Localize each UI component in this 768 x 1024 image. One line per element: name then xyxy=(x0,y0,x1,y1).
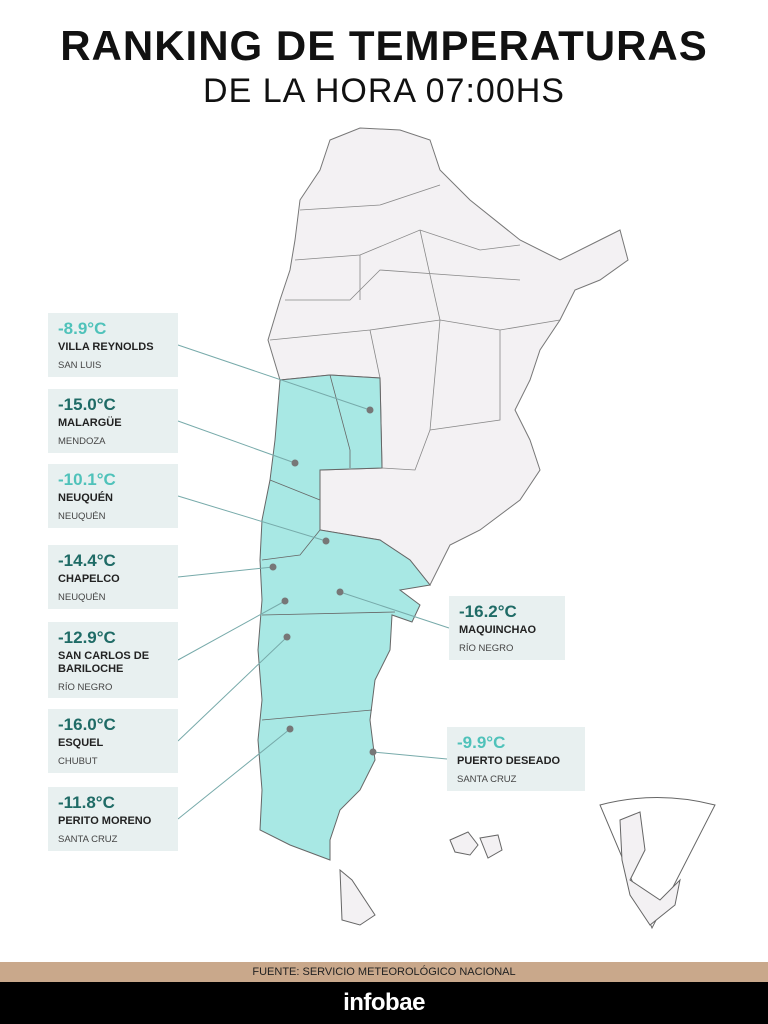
station-name: PERITO MORENO xyxy=(58,815,152,827)
station-dot xyxy=(322,537,330,545)
source: FUENTE: SERVICIO METEOROLÓGICO NACIONAL xyxy=(0,962,768,982)
station-temp: -12.9°C xyxy=(58,628,116,647)
station-dot xyxy=(366,406,374,414)
station-dot xyxy=(336,588,344,596)
station-province: NEUQUÉN xyxy=(58,592,106,603)
malvinas xyxy=(449,831,503,859)
subtitle: DE LA HORA 07:00HS xyxy=(203,72,565,110)
station-dot xyxy=(291,459,299,467)
station-province: SANTA CRUZ xyxy=(58,834,118,845)
brand: infobae xyxy=(0,982,768,1024)
station-dot xyxy=(283,633,291,641)
station-temp: -9.9°C xyxy=(457,733,506,752)
tierra-del-fuego xyxy=(339,868,376,926)
leader-line xyxy=(177,728,291,820)
station-box: -16.2°C MAQUINCHAO RÍO NEGRO xyxy=(449,596,565,660)
station-dot xyxy=(369,748,377,756)
station-temp: -8.9°C xyxy=(58,319,107,338)
station-dot xyxy=(286,725,294,733)
station-temp: -16.2°C xyxy=(459,602,517,621)
station-province: NEUQUÉN xyxy=(58,511,106,522)
station-dot xyxy=(269,563,277,571)
station-province: CHUBUT xyxy=(58,756,98,767)
station-temp: -10.1°C xyxy=(58,470,116,489)
argentina-north xyxy=(267,127,629,586)
station-box: -11.8°C PERITO MORENO SANTA CRUZ xyxy=(48,787,178,851)
station-name: MALARGÜE xyxy=(58,417,122,429)
station-province: RÍO NEGRO xyxy=(58,682,113,693)
station-box: -15.0°C MALARGÜE MENDOZA xyxy=(48,389,178,453)
leader-line xyxy=(177,636,288,742)
station-name: NEUQUÉN xyxy=(58,492,114,504)
station-name: MAQUINCHAO xyxy=(459,624,536,636)
station-box: -8.9°C VILLA REYNOLDS SAN LUIS xyxy=(48,313,178,377)
map xyxy=(177,127,716,930)
station-name: VILLA REYNOLDS xyxy=(58,341,154,353)
station-province: MENDOZA xyxy=(58,436,106,447)
leader-line xyxy=(177,495,327,542)
station-box: -9.9°C PUERTO DESEADO SANTA CRUZ xyxy=(447,727,585,791)
station-name: PUERTO DESEADO xyxy=(457,755,561,767)
station-temp: -15.0°C xyxy=(58,395,116,414)
province-borders xyxy=(269,184,561,471)
station-box: -10.1°C NEUQUÉN NEUQUÉN xyxy=(48,464,178,528)
station-box: -14.4°C CHAPELCO NEUQUÉN xyxy=(48,545,178,609)
leader-line xyxy=(177,566,274,578)
station-box: -16.0°C ESQUEL CHUBUT xyxy=(48,709,178,773)
station-temp: -14.4°C xyxy=(58,551,116,570)
patagonia-region xyxy=(257,374,431,861)
station-name: SAN CARLOS DE BARILOCHE xyxy=(58,650,150,675)
station-temp: -16.0°C xyxy=(58,715,116,734)
station-name: ESQUEL xyxy=(58,737,104,749)
leader-line xyxy=(339,591,450,629)
leader-line xyxy=(177,344,371,411)
leader-line xyxy=(177,420,296,464)
title: RANKING DE TEMPERATURAS xyxy=(60,22,708,69)
leader-line xyxy=(177,600,286,661)
station-dot xyxy=(281,597,289,605)
station-province: SANTA CRUZ xyxy=(457,774,517,785)
station-name: CHAPELCO xyxy=(58,573,120,585)
station-province: RÍO NEGRO xyxy=(459,643,514,654)
station-temp: -11.8°C xyxy=(58,793,115,812)
leader-line xyxy=(372,751,448,760)
station-province: SAN LUIS xyxy=(58,360,102,371)
station-box: -12.9°C SAN CARLOS DE BARILOCHE RÍO NEGRO xyxy=(48,622,178,698)
antarctica-land xyxy=(619,811,681,926)
patagonia-borders xyxy=(261,374,396,721)
